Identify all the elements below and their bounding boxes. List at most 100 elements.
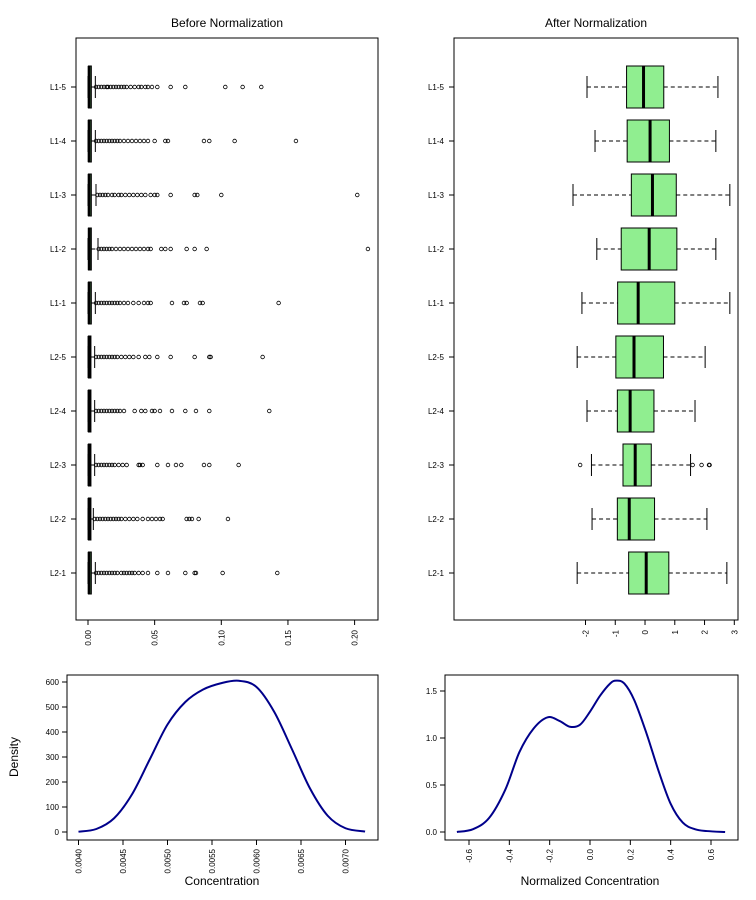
outlier-point	[115, 300, 120, 306]
outlier-point	[193, 570, 199, 576]
outlier-point	[109, 462, 115, 468]
x-tick-label: 0.0	[586, 848, 595, 860]
outlier-point	[107, 138, 112, 144]
outlier-point	[127, 192, 132, 198]
outlier-point	[139, 408, 144, 414]
y-tick-label: L1-5	[428, 83, 445, 92]
outlier-point	[184, 516, 189, 522]
outlier-point	[104, 138, 109, 144]
outlier-point	[293, 138, 299, 144]
y-tick-label: 0.0	[426, 828, 438, 837]
outlier-point	[148, 192, 153, 198]
outlier-point	[113, 516, 119, 522]
outlier-point	[93, 300, 99, 306]
x-tick-label: 0.2	[626, 848, 635, 860]
outlier-point	[155, 84, 160, 90]
outlier-point	[163, 246, 168, 252]
outlier-point	[125, 138, 131, 144]
box	[622, 443, 652, 487]
outlier-point	[355, 192, 360, 198]
outlier-point	[143, 84, 148, 90]
outlier-point	[101, 570, 107, 576]
outlier-point	[168, 84, 173, 90]
outlier-point	[699, 462, 704, 468]
outlier-point	[183, 84, 188, 90]
boxplot-before-panel: Before Normalization 0.00 0.05 0.10 0.15 0.2…	[50, 16, 379, 646]
outlier-point	[201, 138, 207, 144]
y-tick-label: 100	[46, 803, 60, 812]
y-tick-label: L2-2	[50, 515, 67, 524]
outlier-point	[119, 84, 124, 90]
y-tick-label: L1-2	[428, 245, 445, 254]
outlier-point	[193, 408, 199, 414]
outlier-point	[184, 246, 189, 252]
outlier-point	[148, 246, 153, 252]
outlier-point	[707, 462, 712, 468]
outlier-point	[236, 462, 241, 468]
x-tick-label: 2	[701, 629, 710, 634]
outlier-point	[129, 138, 135, 144]
outlier-point	[201, 462, 207, 468]
outlier-point	[112, 408, 117, 414]
outlier-point	[127, 516, 132, 522]
outlier-point	[141, 246, 147, 252]
outlier-point	[132, 408, 137, 414]
outlier-point	[133, 246, 139, 252]
x-tick-label: 0.20	[351, 629, 360, 645]
outlier-point	[127, 570, 132, 576]
outlier-point	[116, 516, 121, 522]
outlier-point	[152, 408, 157, 414]
outlier-point	[183, 570, 188, 576]
outlier-point	[276, 300, 281, 306]
outlier-point	[152, 138, 157, 144]
outlier-point	[155, 354, 160, 360]
concentration-xlabel: Concentration	[185, 874, 260, 888]
outlier-point	[104, 462, 109, 468]
outlier-point	[131, 192, 136, 198]
chart-title-after: After Normalization	[545, 16, 647, 30]
outlier-point	[119, 570, 124, 576]
y-tick-label: L2-4	[428, 407, 445, 416]
outlier-point	[157, 408, 163, 414]
outlier-point	[112, 300, 117, 306]
outlier-point	[690, 462, 695, 468]
outlier-point	[145, 138, 151, 144]
outlier-point	[101, 300, 107, 306]
outlier-point	[192, 570, 197, 576]
outlier-point	[192, 246, 197, 252]
outlier-point	[223, 84, 228, 90]
box	[626, 119, 670, 163]
outlier-point	[200, 300, 205, 306]
outlier-point	[123, 516, 128, 522]
outlier-point	[111, 84, 116, 90]
boxplot-after-marks: -2 -1 0 1 2 3 L1-5 L1-4 L1-3 L1-2 L1-1 L2-5 L2-4 L2-3…	[428, 65, 739, 637]
boxplot-before-marks: 0.00 0.05 0.10 0.15 0.20 L1-5 L1-4 L1-3 L1-2 L1-1…	[50, 65, 371, 646]
outlier-point	[101, 408, 107, 414]
outlier-point	[113, 84, 119, 90]
outlier-point	[101, 354, 107, 360]
outlier-point	[103, 516, 108, 522]
outlier-point	[112, 138, 117, 144]
outlier-point	[93, 570, 99, 576]
density-normalized-panel: Normalized Concentration -0.6 -0.4 -0.2 0.0…	[426, 674, 739, 888]
box	[615, 335, 664, 379]
outlier-point	[140, 462, 145, 468]
outlier-point	[128, 84, 133, 90]
outlier-point	[127, 354, 132, 360]
outlier-point	[145, 246, 151, 252]
outlier-point	[92, 516, 97, 522]
x-tick-label: -0.2	[546, 848, 555, 862]
outlier-point	[96, 84, 101, 90]
outlier-point	[148, 300, 153, 306]
outlier-point	[103, 192, 108, 198]
outlier-point	[147, 354, 152, 360]
outlier-point	[165, 462, 171, 468]
outlier-point	[97, 192, 103, 198]
outlier-point	[136, 570, 141, 576]
outlier-point	[143, 408, 148, 414]
outlier-point	[149, 516, 155, 522]
outlier-point	[101, 138, 107, 144]
outlier-point	[219, 192, 224, 198]
box	[626, 65, 665, 109]
outlier-point	[104, 354, 109, 360]
